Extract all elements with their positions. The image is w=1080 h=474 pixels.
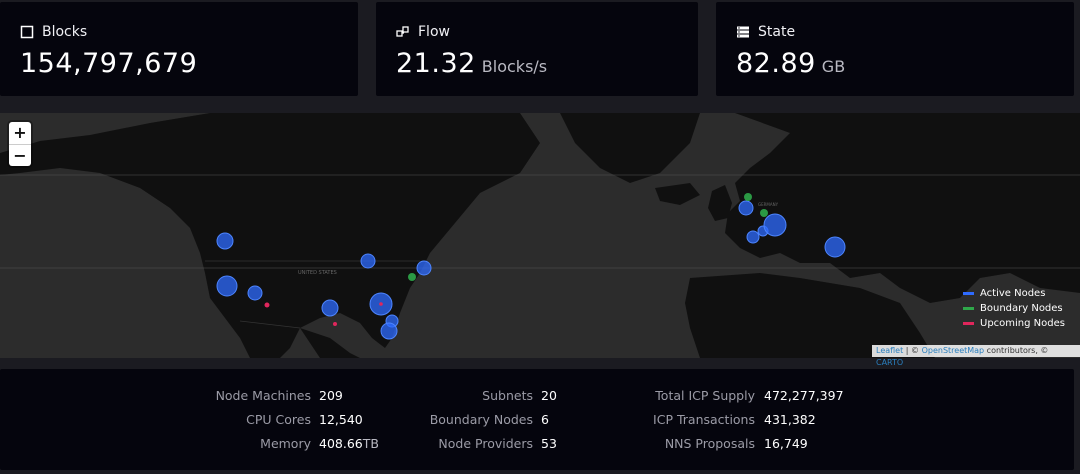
stat-subnets: Subnets: [0, 388, 533, 404]
zoom-control: + −: [9, 122, 31, 166]
stat-value: 209: [319, 388, 343, 403]
legend-swatch: [963, 307, 974, 310]
stat-value: 6: [541, 412, 549, 427]
node-marker[interactable]: [763, 213, 787, 237]
greenland-landmass: [560, 113, 700, 183]
node-map[interactable]: UNITED STATES GERMANY: [0, 113, 1080, 358]
osm-link[interactable]: OpenStreetMap: [921, 346, 985, 355]
state-card: State 82.89 GB: [716, 2, 1074, 96]
node-marker[interactable]: [321, 299, 339, 317]
state-title: State: [758, 24, 796, 40]
stat-label: Node Providers: [438, 436, 533, 451]
stat-value: 16,749: [764, 436, 808, 451]
stat-boundary-nodes: Boundary Nodes: [0, 412, 533, 428]
stat-value: 408.66: [319, 436, 363, 451]
stat-unit: TB: [362, 436, 379, 451]
stat-node-machines: Node Machines: [0, 388, 311, 404]
legend-label: Boundary Nodes: [980, 303, 1063, 314]
node-marker[interactable]: [247, 285, 263, 301]
database-icon: [737, 26, 749, 38]
node-marker[interactable]: [360, 253, 376, 269]
legend-item-active: Active Nodes: [953, 286, 1071, 301]
africa-landmass: [685, 273, 935, 358]
flow-value: 21.32: [396, 48, 476, 79]
legend-swatch: [963, 292, 974, 295]
stat-value: 20: [541, 388, 557, 403]
node-marker[interactable]: [379, 302, 383, 306]
stat-label: Memory: [260, 436, 311, 451]
legend-label: Upcoming Nodes: [980, 318, 1065, 329]
eurasia-landmass: [725, 113, 1080, 303]
node-marker[interactable]: [216, 232, 234, 250]
upcoming-nodes: [264, 302, 383, 326]
node-marker[interactable]: [416, 260, 432, 276]
node-marker[interactable]: [333, 322, 337, 326]
stat-memory: Memory: [0, 436, 311, 452]
node-marker[interactable]: [760, 209, 768, 217]
stat-label: Node Machines: [215, 388, 311, 403]
state-value: 82.89: [736, 48, 816, 79]
region-label-germany: GERMANY: [758, 202, 779, 207]
flow-icon: [396, 26, 409, 37]
stat-label: CPU Cores: [246, 412, 311, 427]
node-marker[interactable]: [746, 230, 760, 244]
node-marker[interactable]: [744, 193, 752, 201]
iceland-landmass: [655, 183, 700, 205]
state-unit: GB: [821, 57, 846, 76]
carto-link[interactable]: CARTO: [876, 358, 904, 367]
stats-panel: Node Machines 209 CPU Cores 12,540 Memor…: [0, 369, 1074, 470]
region-label-us: UNITED STATES: [298, 270, 337, 276]
stat-label: NNS Proposals: [664, 436, 755, 451]
stat-value: 431,382: [764, 412, 816, 427]
attribution-text: | ©: [903, 346, 922, 355]
stat-icp-transactions: ICP Transactions: [0, 412, 755, 428]
node-marker[interactable]: [216, 275, 238, 297]
stat-label: ICP Transactions: [653, 412, 755, 427]
boundary-nodes: [408, 193, 768, 281]
legend-item-upcoming: Upcoming Nodes: [953, 316, 1071, 331]
square-icon: [20, 25, 34, 39]
active-nodes: [216, 200, 846, 340]
stat-label: Boundary Nodes: [429, 412, 533, 427]
node-marker[interactable]: [824, 236, 846, 258]
central-america-landmass: [300, 328, 360, 358]
stat-node-providers: Node Providers: [0, 436, 533, 452]
stat-value: 12,540: [319, 412, 363, 427]
node-marker[interactable]: [380, 322, 398, 340]
map-legend: Active Nodes Boundary Nodes Upcoming Nod…: [953, 286, 1071, 336]
flow-title: Flow: [418, 24, 450, 40]
stat-label: Total ICP Supply: [655, 388, 755, 403]
map-attribution: Leaflet | © OpenStreetMap contributors, …: [872, 345, 1080, 367]
blocks-card: Blocks 154,797,679: [0, 2, 358, 96]
blocks-title: Blocks: [42, 24, 88, 40]
attribution-text: contributors, ©: [984, 346, 1049, 355]
stat-total-icp-supply: Total ICP Supply: [0, 388, 755, 404]
legend-label: Active Nodes: [980, 288, 1046, 299]
legend-item-boundary: Boundary Nodes: [953, 301, 1071, 316]
stat-label: Subnets: [482, 388, 533, 403]
node-marker[interactable]: [264, 302, 270, 308]
world-map: UNITED STATES GERMANY: [0, 113, 1080, 358]
flow-unit: Blocks/s: [481, 57, 548, 76]
zoom-out-button[interactable]: −: [13, 146, 27, 165]
zoom-in-button[interactable]: +: [9, 122, 31, 145]
legend-swatch: [963, 322, 974, 325]
leaflet-link[interactable]: Leaflet: [876, 346, 904, 355]
stat-value: 53: [541, 436, 557, 451]
flow-card: Flow 21.32 Blocks/s: [376, 2, 698, 96]
stat-value: 472,277,397: [764, 388, 844, 403]
stat-cpu-cores: CPU Cores: [0, 412, 311, 428]
blocks-value: 154,797,679: [20, 48, 198, 79]
britain-landmass: [708, 185, 732, 221]
north-america-landmass: [0, 113, 540, 358]
node-marker[interactable]: [738, 200, 754, 216]
node-marker[interactable]: [408, 273, 416, 281]
stat-nns-proposals: NNS Proposals: [0, 436, 755, 452]
